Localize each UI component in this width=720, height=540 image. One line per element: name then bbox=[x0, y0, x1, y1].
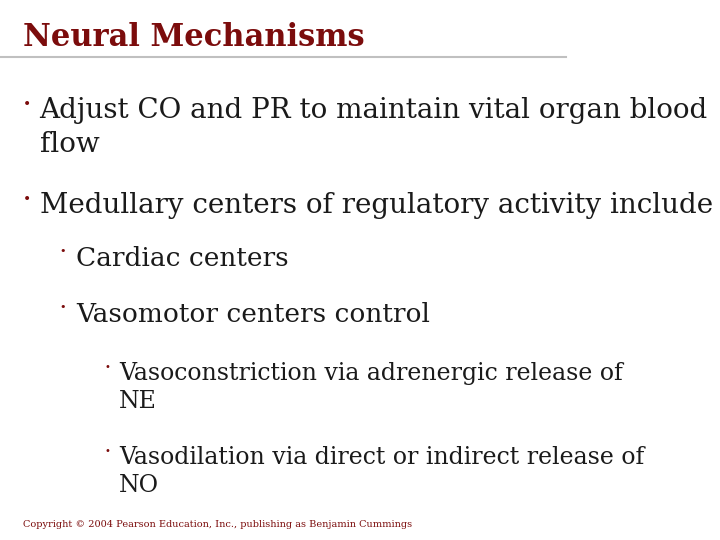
Text: Vasomotor centers control: Vasomotor centers control bbox=[76, 302, 431, 327]
Text: Cardiac centers: Cardiac centers bbox=[76, 246, 289, 271]
Text: Adjust CO and PR to maintain vital organ blood
flow: Adjust CO and PR to maintain vital organ… bbox=[40, 97, 708, 158]
Text: Copyright © 2004 Pearson Education, Inc., publishing as Benjamin Cummings: Copyright © 2004 Pearson Education, Inc.… bbox=[22, 520, 412, 529]
Text: Vasoconstriction via adrenergic release of
NE: Vasoconstriction via adrenergic release … bbox=[119, 362, 623, 413]
Text: Medullary centers of regulatory activity include: Medullary centers of regulatory activity… bbox=[40, 192, 713, 219]
Text: Vasodilation via direct or indirect release of
NO: Vasodilation via direct or indirect rele… bbox=[119, 446, 644, 497]
Text: •: • bbox=[60, 246, 66, 256]
Text: •: • bbox=[104, 362, 111, 372]
Text: •: • bbox=[22, 192, 31, 206]
Text: •: • bbox=[22, 97, 31, 111]
Text: •: • bbox=[104, 446, 111, 456]
Text: •: • bbox=[60, 302, 66, 313]
Text: Neural Mechanisms: Neural Mechanisms bbox=[22, 22, 364, 52]
